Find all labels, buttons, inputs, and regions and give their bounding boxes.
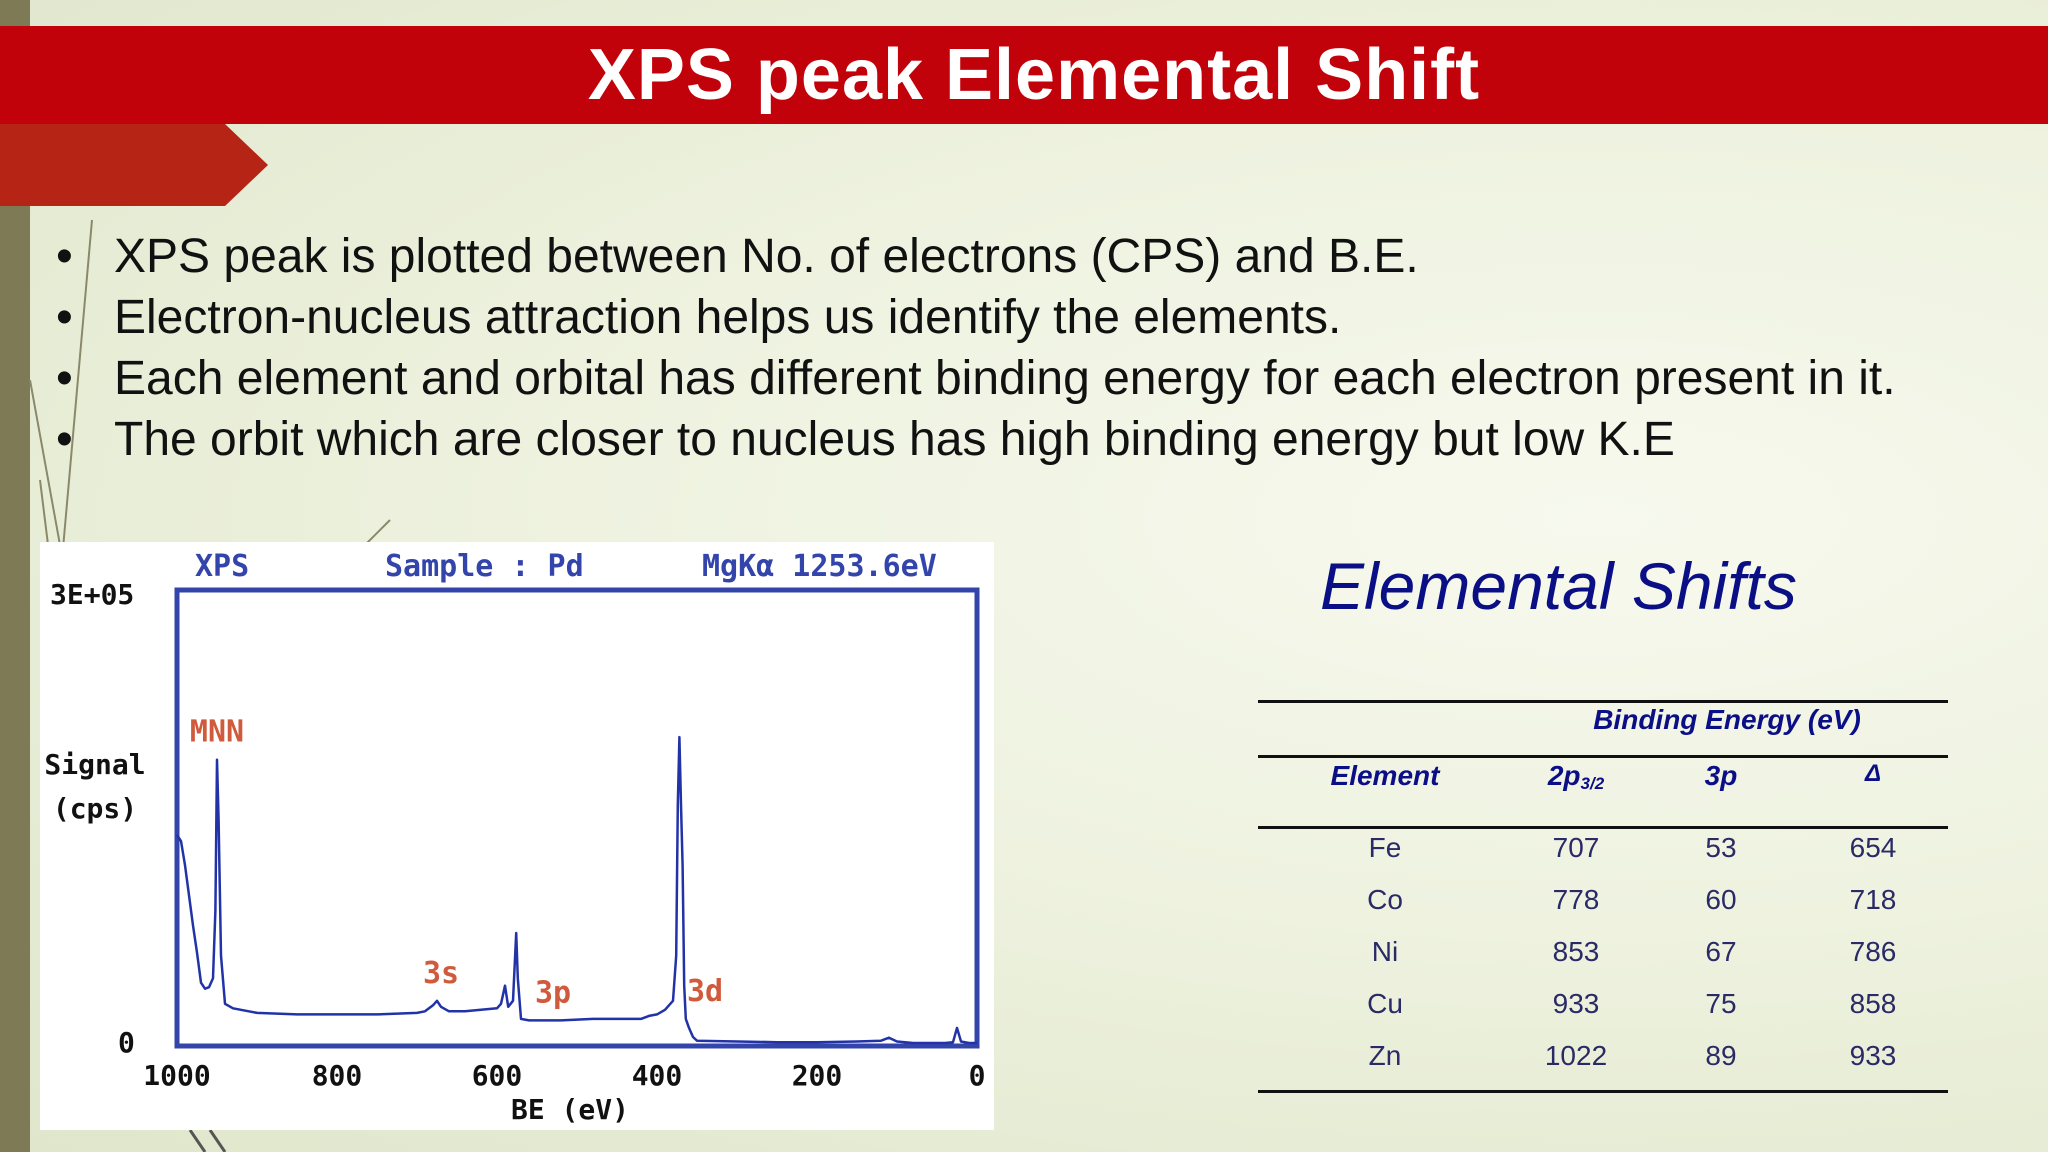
table-cell-delta: 786 <box>1849 936 1897 967</box>
bullet-symbol: • <box>56 291 73 344</box>
bullet-item: • The orbit which are closer to nucleus h… <box>50 409 1910 470</box>
table-cell-element: Cu <box>1367 988 1403 1019</box>
bullet-text: Each element and orbital has different b… <box>114 352 1896 405</box>
bullet-text: XPS peak is plotted between No. of elect… <box>114 230 1419 283</box>
x-tick-labels: 1000 800 600 400 200 0 <box>143 1059 985 1092</box>
header-element: Element <box>1330 760 1440 791</box>
x-axis-label: BE (eV) <box>511 1093 629 1126</box>
table-cell-2p: 853 <box>1552 936 1600 967</box>
table-cell-3p: 75 <box>1705 988 1737 1019</box>
bullet-item: • Each element and orbital has different … <box>50 348 1910 409</box>
y-axis-label: Signal (cps) <box>44 748 145 825</box>
table-cell-2p: 778 <box>1552 884 1600 915</box>
table-cell-2p: 707 <box>1552 832 1600 863</box>
table-header-rule <box>1258 826 1948 829</box>
chart-header-right: MgKα 1253.6eV <box>702 549 937 584</box>
table-cell-element: Zn <box>1368 1040 1402 1071</box>
bullet-item: • XPS peak is plotted between No. of elec… <box>50 226 1910 287</box>
table-cell-3p: 67 <box>1705 936 1737 967</box>
plot-frame <box>174 587 980 1049</box>
elemental-shifts-table: Binding Energy (eV) Element 2p3/2 3p Δ F… <box>1258 700 1948 1095</box>
header-delta: Δ <box>1864 760 1882 787</box>
x-tick-label: 800 <box>312 1059 363 1092</box>
y-axis-label-line: Signal <box>44 748 145 781</box>
table-cell-2p: 933 <box>1552 988 1600 1019</box>
peak-label-3d: 3d <box>687 974 723 1009</box>
xps-chart-svg: XPS Sample : Pd MgKα 1253.6eV 3E+05 0 Si… <box>44 549 985 1126</box>
y-axis-label-line: (cps) <box>53 792 137 825</box>
table-group-rule <box>1258 755 1948 758</box>
table-cell-3p: 89 <box>1705 1040 1737 1071</box>
bullet-symbol: • <box>56 413 73 466</box>
peak-label-3p: 3p <box>535 975 571 1010</box>
xps-chart: XPS Sample : Pd MgKα 1253.6eV 3E+05 0 Si… <box>40 542 994 1130</box>
elemental-shifts-heading: Elemental Shifts <box>1320 549 1797 623</box>
slide-title: XPS peak Elemental Shift <box>587 35 1481 115</box>
table-cell-element: Ni <box>1371 936 1399 967</box>
table-bottom-rule <box>1258 1090 1948 1093</box>
table-cell-delta: 933 <box>1849 1040 1897 1071</box>
table-cell-3p: 53 <box>1705 832 1737 863</box>
header-3p: 3p <box>1704 760 1738 791</box>
header-2p-sub: 3/2 <box>1580 774 1605 793</box>
xps-spectrum-line <box>175 735 977 1045</box>
peak-label-mnn: MNN <box>190 715 244 750</box>
header-2p: 2p3/2 <box>1548 760 1604 794</box>
chart-header-mid: Sample : Pd <box>385 549 584 584</box>
x-tick-label: 200 <box>792 1059 843 1092</box>
x-tick-label: 600 <box>472 1059 523 1092</box>
bullet-text: Electron-nucleus attraction helps us ide… <box>114 291 1342 344</box>
x-tick-label: 400 <box>632 1059 683 1092</box>
chart-header-left: XPS <box>195 549 249 584</box>
peak-label-3s: 3s <box>423 956 459 991</box>
y-tick-bottom: 0 <box>118 1026 135 1059</box>
bullet-item: • Electron-nucleus attraction helps us id… <box>50 287 1910 348</box>
peak-labels: MNN 3s 3p 3d <box>190 715 723 1011</box>
table-cell-3p: 60 <box>1705 884 1737 915</box>
bullet-list: • XPS peak is plotted between No. of elec… <box>50 226 1910 470</box>
table-cell-delta: 718 <box>1849 884 1897 915</box>
bullet-symbol: • <box>56 352 73 405</box>
table-cell-delta: 654 <box>1849 832 1897 863</box>
title-bar: XPS peak Elemental Shift <box>0 26 2048 124</box>
table-cell-element: Co <box>1367 884 1403 915</box>
bullet-text: The orbit which are closer to nucleus ha… <box>114 413 1675 466</box>
header-2p-main: 2p <box>1547 760 1581 791</box>
table-cell-delta: 858 <box>1849 988 1897 1019</box>
bullet-symbol: • <box>56 230 73 283</box>
table-top-rule <box>1258 700 1948 703</box>
title-arrow-shape <box>0 124 268 206</box>
table-cell-2p: 1022 <box>1544 1040 1608 1071</box>
x-tick-label: 1000 <box>143 1059 210 1092</box>
table-cell-element: Fe <box>1368 832 1402 863</box>
binding-energy-header: Binding Energy (eV) <box>1593 704 1861 735</box>
x-tick-label: 0 <box>969 1059 986 1092</box>
y-tick-top: 3E+05 <box>50 578 134 611</box>
